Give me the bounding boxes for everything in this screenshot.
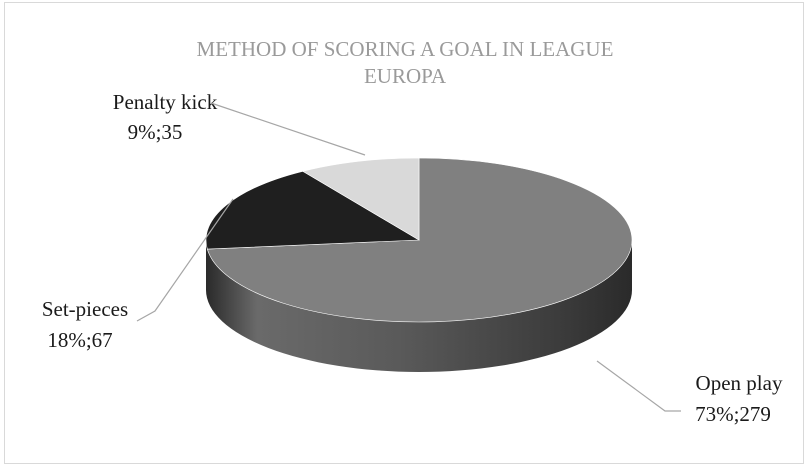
slice-label-value: 9%;35 [128, 120, 183, 144]
leader-line-penalty-kick [210, 102, 366, 156]
slice-label-penalty-kick: Penalty kick 9%;35 [113, 90, 218, 144]
pie-slice-open-play [206, 157, 633, 323]
slice-label-open-play: Open play 73%;279 [695, 371, 783, 426]
slice-label-value: 18%;67 [47, 328, 112, 352]
slice-label-name: Open play [696, 371, 783, 395]
slice-label-name: Set-pieces [42, 297, 128, 321]
slice-label-set-pieces: Set-pieces 18%;67 [42, 297, 128, 352]
slice-label-name: Penalty kick [113, 90, 218, 114]
pie-side-wall [206, 240, 632, 372]
pie-group [205, 157, 633, 372]
pie-chart: METHOD OF SCORING A GOAL IN LEAGUE EUROP… [42, 37, 783, 426]
slice-label-value: 73%;279 [695, 402, 771, 426]
leader-line-open-play [596, 360, 681, 412]
leader-line-set-pieces [136, 198, 234, 322]
chart-title-line-2: EUROPA [364, 64, 447, 88]
pie-slice-penalty-kick [301, 157, 420, 241]
pie-slice-set-pieces [205, 170, 421, 250]
chart-area: METHOD OF SCORING A GOAL IN LEAGUE EUROP… [4, 2, 804, 464]
chart-title-line-1: METHOD OF SCORING A GOAL IN LEAGUE [197, 37, 614, 61]
